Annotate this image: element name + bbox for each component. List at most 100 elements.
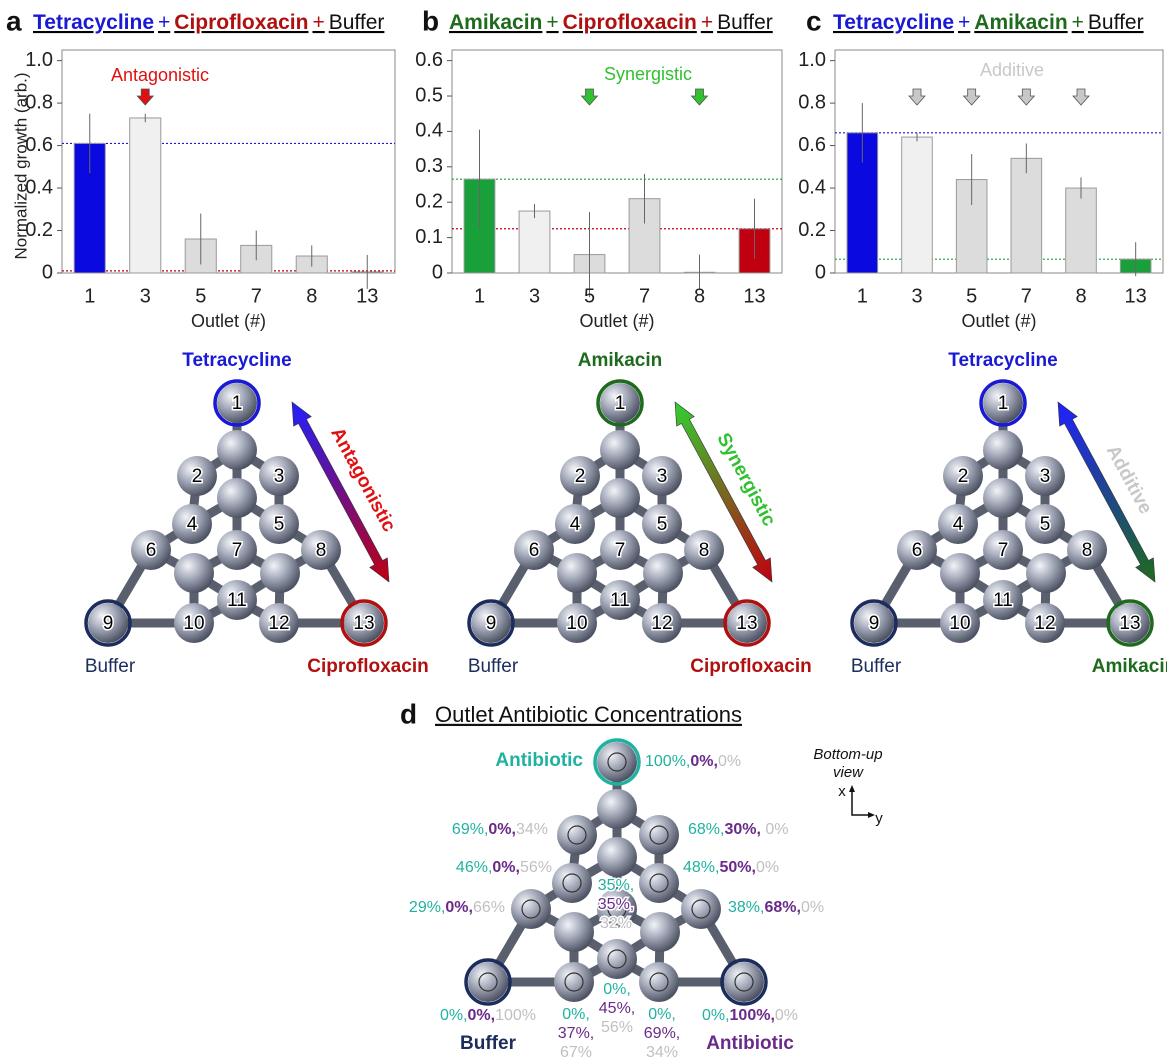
node-sphere — [260, 553, 300, 593]
bar — [902, 137, 933, 273]
node-sphere — [217, 478, 257, 518]
concentration-label: 0%,100%,0% — [702, 1007, 798, 1024]
concentration-part: 0%, — [440, 1007, 468, 1024]
node-sphere — [217, 430, 257, 470]
bar — [1011, 158, 1042, 273]
concentration-part: 0%, — [702, 1007, 730, 1024]
node-label: 12 — [651, 613, 672, 634]
concentration-part: 100%, — [645, 753, 690, 770]
axis-glyph-head — [868, 812, 875, 818]
node-label: 8 — [699, 540, 710, 561]
title-part: + — [701, 11, 713, 34]
title-part: Tetracycline — [33, 11, 154, 34]
node-label: 4 — [187, 514, 198, 535]
corner-label-left: Buffer — [85, 656, 136, 677]
concentration-part: 29%, — [409, 899, 445, 916]
concentration-label: 0%, — [603, 981, 631, 998]
axis-x-letter: x — [838, 783, 846, 800]
left-label: Buffer — [460, 1033, 517, 1054]
y-tick-label: 0 — [42, 261, 53, 283]
concentration-part: 100% — [495, 1007, 536, 1024]
concentration-part: 46%, — [456, 859, 492, 876]
concentration-part: 0%, — [492, 859, 520, 876]
node-sphere — [983, 478, 1023, 518]
node-sphere — [639, 962, 679, 1002]
x-tick-label: 13 — [743, 285, 765, 307]
node-sphere — [554, 912, 594, 952]
concentration-part: 0%, — [445, 899, 473, 916]
node-sphere — [174, 553, 214, 593]
y-tick-label: 0.6 — [415, 49, 443, 71]
node-label: 8 — [316, 540, 327, 561]
node-label: 2 — [958, 466, 969, 487]
corner-label-right: Ciprofloxacin — [690, 656, 811, 677]
corner-label-right: Ciprofloxacin — [307, 656, 428, 677]
corner-label-top: Tetracycline — [182, 350, 291, 371]
node-sphere — [940, 553, 980, 593]
y-axis-label: Normalized growth (arb.) — [11, 72, 30, 259]
title-part: Buffer — [717, 11, 773, 34]
x-tick-label: 5 — [584, 285, 595, 307]
x-axis-label: Outlet (#) — [579, 311, 654, 331]
node-label: 3 — [274, 466, 285, 487]
node-sphere — [597, 742, 637, 782]
x-tick-label: 5 — [966, 285, 977, 307]
node-label: 1 — [232, 393, 243, 414]
node-sphere — [597, 789, 637, 829]
title-part: + — [958, 11, 970, 34]
title-part: Amikacin — [974, 11, 1067, 34]
bar — [1066, 188, 1097, 273]
node-label: 11 — [993, 590, 1013, 611]
node-label: 11 — [227, 590, 247, 611]
concentration-label: 0%, — [562, 1006, 590, 1023]
concentration-label: 67% — [560, 1044, 592, 1059]
panel-title: Outlet Antibiotic Concentrations — [435, 702, 742, 727]
x-axis-label: Outlet (#) — [961, 311, 1036, 331]
bar — [130, 118, 161, 273]
node-label: 4 — [953, 514, 964, 535]
node-sphere — [597, 939, 637, 979]
panel-letter: a — [6, 5, 22, 36]
y-tick-label: 0.3 — [415, 155, 443, 177]
top-label: Antibiotic — [495, 750, 583, 771]
corner-label-top: Tetracycline — [948, 350, 1057, 371]
node-sphere — [597, 837, 637, 877]
concentration-part: 30%, — [724, 821, 760, 838]
y-tick-label: 1.0 — [798, 49, 826, 71]
concentration-label: 68%,30%, 0% — [688, 821, 789, 838]
concentration-part: 0% — [801, 899, 824, 916]
node-label: 10 — [949, 613, 970, 634]
corner-label-right: Amikacin — [1092, 656, 1167, 677]
x-tick-label: 3 — [529, 285, 540, 307]
node-sphere — [639, 863, 679, 903]
panel-letter: c — [806, 5, 822, 36]
node-sphere — [557, 815, 597, 855]
annotation: Additive — [980, 60, 1044, 80]
concentration-part: 0% — [775, 1007, 798, 1024]
panel-letter: b — [422, 5, 439, 36]
node-label: 13 — [353, 613, 374, 634]
corner-label-left: Buffer — [468, 656, 519, 677]
node-label: 6 — [912, 540, 923, 561]
y-tick-label: 0 — [815, 261, 826, 283]
panel-title: Amikacin+Ciprofloxacin+Buffer — [449, 11, 773, 34]
right-label: Antibiotic — [706, 1033, 794, 1054]
concentration-part: 66% — [473, 899, 505, 916]
concentration-label: 37%, — [558, 1025, 594, 1042]
x-tick-label: 7 — [251, 285, 262, 307]
node-label: 10 — [183, 613, 204, 634]
node-sphere — [681, 889, 721, 929]
concentration-part: 100%, — [730, 1007, 775, 1024]
concentration-label: 69%,0%,34% — [452, 821, 548, 838]
concentration-part: 0%, — [488, 821, 516, 838]
concentration-label: 0%, — [648, 1006, 676, 1023]
concentration-part: 0% — [761, 821, 789, 838]
node-sphere — [557, 553, 597, 593]
x-tick-label: 1 — [84, 285, 95, 307]
view-note: Bottom-up — [813, 746, 882, 763]
node-label: 8 — [1082, 540, 1093, 561]
node-label: 1 — [615, 393, 626, 414]
y-tick-label: 0.2 — [415, 190, 443, 212]
concentration-label: 38%,68%,0% — [728, 899, 824, 916]
x-tick-label: 8 — [694, 285, 705, 307]
